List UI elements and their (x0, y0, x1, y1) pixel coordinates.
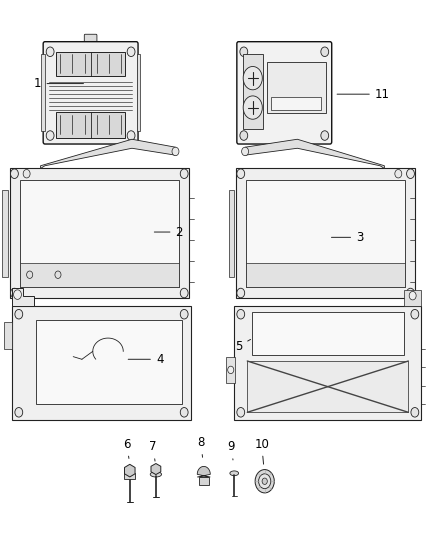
Text: 9: 9 (227, 440, 235, 460)
Bar (243, 54, 262, 128)
Text: 3: 3 (332, 231, 364, 244)
Bar (12, 306, 191, 420)
Text: 7: 7 (149, 440, 157, 461)
Polygon shape (197, 466, 210, 477)
Circle shape (46, 131, 54, 140)
Polygon shape (2, 190, 8, 277)
Circle shape (55, 271, 61, 278)
Bar (56, 52, 125, 76)
Bar (237, 168, 415, 298)
Circle shape (237, 288, 245, 298)
Polygon shape (124, 464, 135, 477)
Circle shape (127, 131, 135, 140)
Circle shape (228, 366, 234, 374)
Text: 4: 4 (128, 353, 163, 366)
Bar (4, 322, 12, 349)
Text: 1: 1 (34, 77, 84, 90)
Circle shape (27, 271, 33, 278)
Bar (271, 97, 321, 110)
Circle shape (237, 310, 245, 319)
Circle shape (255, 470, 274, 493)
Bar (42, 54, 45, 131)
Circle shape (23, 169, 30, 178)
Bar (226, 357, 235, 383)
Circle shape (411, 408, 419, 417)
Circle shape (180, 310, 188, 319)
Polygon shape (12, 288, 34, 306)
Circle shape (237, 169, 245, 179)
Circle shape (180, 408, 188, 417)
Bar (246, 180, 405, 287)
Circle shape (46, 47, 54, 56)
Polygon shape (41, 139, 176, 168)
Bar (36, 319, 182, 405)
Ellipse shape (150, 472, 162, 477)
Circle shape (409, 292, 416, 300)
Circle shape (395, 169, 402, 178)
Circle shape (180, 288, 188, 298)
Circle shape (180, 169, 188, 179)
Circle shape (243, 96, 262, 119)
FancyBboxPatch shape (84, 34, 97, 46)
Polygon shape (229, 190, 234, 277)
Bar (267, 62, 325, 113)
Circle shape (11, 288, 18, 298)
Text: 6: 6 (123, 438, 131, 458)
Bar (10, 168, 188, 298)
Bar (56, 112, 125, 138)
Circle shape (237, 408, 245, 417)
Bar (252, 312, 404, 355)
FancyBboxPatch shape (43, 42, 138, 144)
Bar (20, 180, 179, 287)
Bar (404, 290, 421, 306)
Polygon shape (245, 139, 385, 168)
Circle shape (406, 288, 414, 298)
Circle shape (127, 47, 135, 56)
Bar (246, 263, 405, 287)
Bar (20, 263, 179, 287)
Text: 11: 11 (337, 87, 390, 101)
Circle shape (15, 310, 23, 319)
Circle shape (411, 310, 419, 319)
Text: 5: 5 (235, 340, 251, 352)
Circle shape (172, 147, 179, 156)
Bar (124, 473, 135, 479)
Circle shape (11, 169, 18, 179)
Circle shape (258, 474, 271, 489)
Ellipse shape (230, 471, 239, 475)
Circle shape (321, 131, 328, 140)
Text: 10: 10 (254, 438, 269, 464)
Circle shape (321, 47, 328, 56)
Circle shape (406, 169, 414, 179)
Circle shape (240, 47, 248, 56)
Circle shape (262, 478, 267, 484)
Circle shape (240, 131, 248, 140)
FancyBboxPatch shape (237, 42, 332, 144)
Text: 8: 8 (197, 436, 205, 457)
Circle shape (15, 408, 23, 417)
Polygon shape (151, 464, 161, 474)
Circle shape (242, 147, 249, 156)
Text: 2: 2 (154, 225, 183, 239)
Circle shape (14, 290, 21, 300)
Bar (137, 54, 140, 131)
Bar (198, 477, 209, 485)
Bar (247, 361, 408, 413)
Circle shape (243, 67, 262, 90)
Bar (234, 306, 421, 420)
